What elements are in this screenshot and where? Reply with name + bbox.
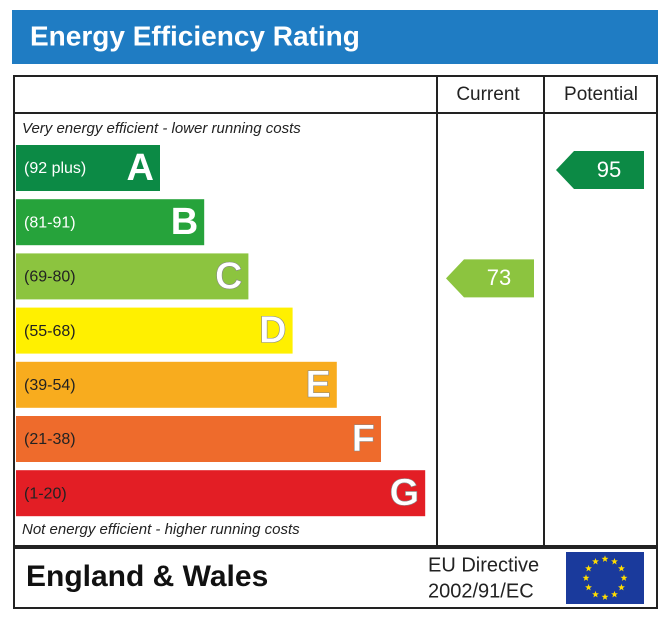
- eu-star: [611, 590, 618, 598]
- directive: 2002/91/EC: [428, 580, 534, 602]
- column-header: Potential: [564, 84, 638, 105]
- title: Energy Efficiency Rating: [30, 20, 360, 51]
- band-range: (21-38): [24, 431, 76, 448]
- band-letter: B: [171, 201, 198, 243]
- rating-value: 95: [597, 157, 621, 182]
- band-range: (39-54): [24, 377, 76, 394]
- band-bar: [16, 145, 160, 191]
- rating-arrow: [446, 259, 534, 298]
- band-bar: [16, 307, 293, 354]
- title-bar: [12, 10, 658, 64]
- eu-star: [620, 574, 628, 581]
- eu-stars: [582, 555, 628, 600]
- band-letter: F: [352, 418, 375, 460]
- top-note: Very energy efficient - lower running co…: [22, 120, 301, 137]
- column-header: Current: [456, 84, 520, 105]
- band-range: (81-91): [24, 214, 76, 231]
- band-letter: A: [127, 147, 154, 189]
- eu-star: [592, 590, 599, 598]
- directive: EU Directive: [428, 554, 539, 576]
- band-range: (92 plus): [24, 160, 86, 177]
- band-letter: E: [305, 364, 330, 406]
- eu-star: [618, 564, 625, 572]
- rating-arrow: [556, 151, 644, 189]
- eu-star: [601, 593, 609, 600]
- band-bar: [16, 199, 205, 246]
- band-range: (69-80): [24, 269, 76, 286]
- bottom-note: Not energy efficient - higher running co…: [22, 521, 300, 538]
- band-bar: [16, 253, 249, 300]
- rating-value: 73: [487, 265, 511, 290]
- band-bar: [16, 470, 426, 517]
- band-letter: D: [259, 310, 286, 352]
- eu-star: [592, 557, 599, 565]
- band-range: (1-20): [24, 485, 67, 502]
- band-letter: C: [215, 255, 242, 297]
- eu-star: [601, 555, 609, 562]
- footer-frame: [13, 547, 658, 609]
- eu-star: [585, 583, 592, 591]
- eu-star: [611, 557, 618, 565]
- main-frame: [13, 75, 658, 547]
- band-range: (55-68): [24, 323, 76, 340]
- eu-star: [618, 583, 625, 591]
- band-bar: [16, 361, 337, 408]
- band-bar: [16, 416, 381, 462]
- region: England & Wales: [26, 560, 268, 593]
- eu-star: [585, 564, 592, 572]
- band-letter: G: [390, 472, 420, 514]
- eu-star: [582, 574, 590, 581]
